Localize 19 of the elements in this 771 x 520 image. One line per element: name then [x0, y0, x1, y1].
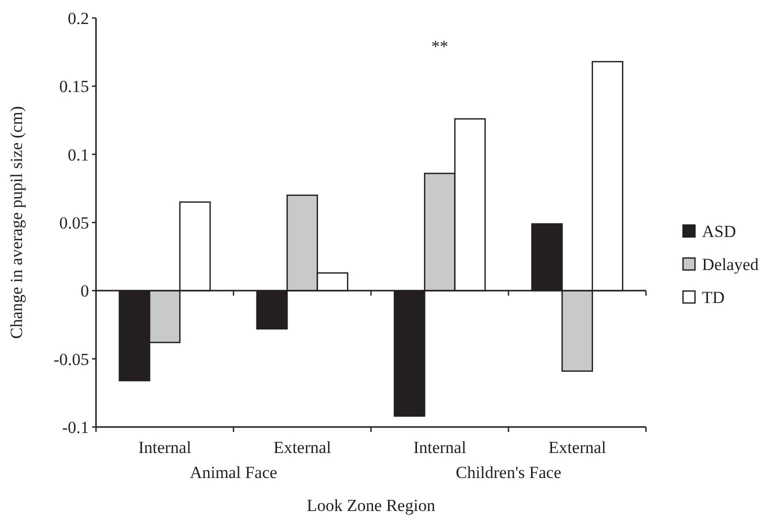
y-axis-title: Change in average pupil size (cm): [7, 106, 26, 339]
x-tick-label: External: [548, 438, 606, 457]
x-tick-label: Internal: [138, 438, 192, 457]
legend-label: TD: [702, 288, 725, 307]
y-tick-label: 0.2: [68, 8, 89, 28]
x-tick-label: External: [273, 438, 332, 457]
y-tick-label: -0.05: [54, 350, 89, 369]
text: Children's Face: [456, 463, 562, 482]
y-tick-label: 0.05: [59, 213, 89, 232]
x-axis-title: Look Zone Region: [306, 496, 436, 515]
legend-label: Delayed: [702, 254, 760, 274]
y-tick-label: 0: [80, 282, 89, 301]
legend-label: ASD: [702, 222, 736, 241]
x-tick-label: Internal: [413, 438, 466, 457]
text: Animal Face: [190, 463, 278, 482]
annotation: **: [431, 37, 448, 56]
y-tick-label: 0.1: [68, 145, 89, 164]
y-tick-label: -0.1: [62, 418, 89, 437]
y-tick-label: 0.15: [59, 77, 89, 96]
